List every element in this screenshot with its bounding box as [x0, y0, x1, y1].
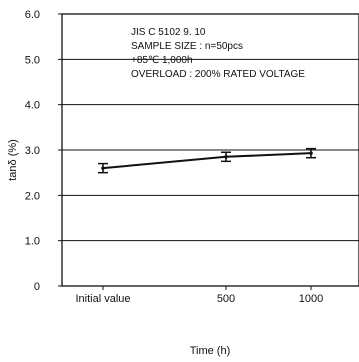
series-line-0 [102, 152, 312, 170]
annotation-sample-size: SAMPLE SIZE : n=50pcs [131, 41, 243, 52]
y-axis-title: tanδ (%) [7, 139, 19, 181]
y-tick-label-6: 6.0 [25, 9, 40, 21]
y-tick-label-1: 1.0 [25, 236, 40, 248]
series-layer [98, 147, 316, 174]
x-tick-label-2: 1000 [299, 293, 323, 305]
annotation-condition: +85℃ 1,000h [131, 55, 193, 66]
y-tick-label-0: 0 [34, 281, 40, 293]
data-point-2 [309, 151, 313, 155]
y-tick-label-3: 3.0 [25, 145, 40, 157]
x-tick-label-0: Initial value [75, 293, 130, 305]
y-axis: 0 1.0 2.0 3.0 4.0 5.0 6.0 [25, 9, 62, 293]
data-point-0 [101, 166, 105, 170]
x-tick-label-1: 500 [217, 293, 235, 305]
annotation-block: JIS C 5102 9. 10 SAMPLE SIZE : n=50pcs +… [131, 27, 305, 80]
grid [62, 58, 359, 242]
y-tick-label-5: 5.0 [25, 54, 40, 66]
annotation-standard: JIS C 5102 9. 10 [131, 27, 206, 38]
data-point-1 [224, 155, 228, 159]
y-tick-label-4: 4.0 [25, 100, 40, 112]
x-axis: Initial value 500 1000 [75, 286, 323, 305]
y-tick-label-2: 2.0 [25, 190, 40, 202]
annotation-overload: OVERLOAD : 200% RATED VOLTAGE [131, 69, 305, 80]
x-axis-title: Time (h) [190, 345, 231, 357]
